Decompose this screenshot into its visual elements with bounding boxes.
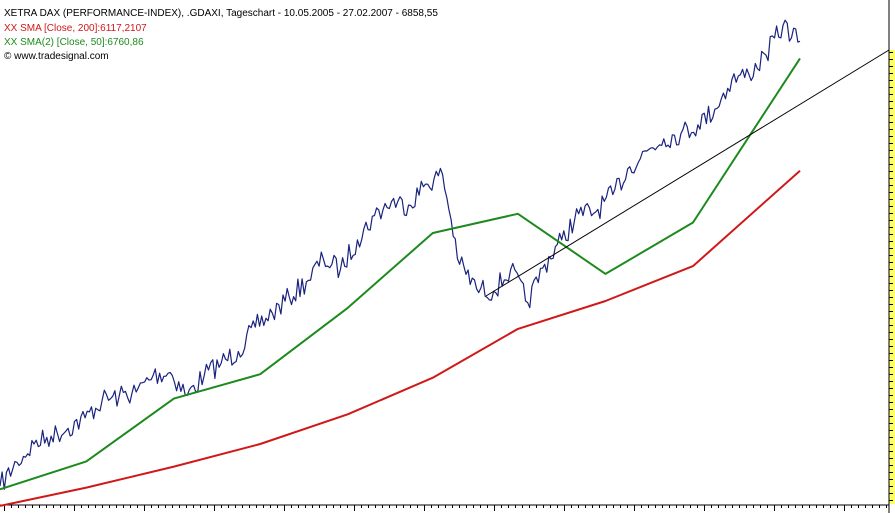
- legend-sma200: XX SMA [Close, 200]:6117,2107: [4, 23, 147, 34]
- source-credit: © www.tradesignal.com: [4, 51, 109, 62]
- price-series-line: [0, 19, 801, 490]
- sma50-series-line: [0, 57, 801, 491]
- bottom-axis-strip: [0, 505, 889, 513]
- sma200-series-line: [0, 169, 801, 507]
- trendline[interactable]: [485, 49, 890, 297]
- legend-sma50: XX SMA(2) [Close, 50]:6760,86: [4, 37, 144, 48]
- chart-title: XETRA DAX (PERFORMANCE-INDEX), .GDAXI, T…: [4, 8, 438, 19]
